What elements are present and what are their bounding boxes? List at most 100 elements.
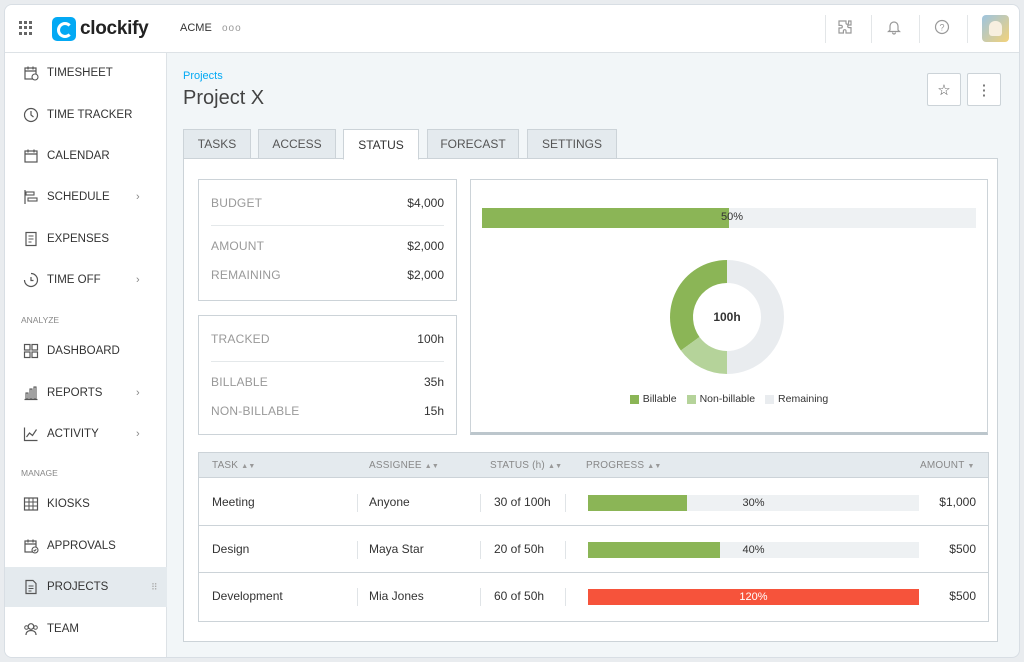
- column-header-progress[interactable]: PROGRESS ▲▼: [586, 460, 662, 471]
- favorite-button[interactable]: ☆: [927, 73, 961, 106]
- tab-forecast[interactable]: FORECAST: [427, 129, 519, 159]
- sort-icon: ▲▼: [241, 463, 256, 470]
- tab-label: ACCESS: [272, 137, 322, 151]
- nonbillable-row: NON-BILLABLE 15h: [211, 404, 444, 418]
- chevron-right-icon: ›: [136, 428, 140, 440]
- divider: [919, 15, 920, 43]
- apps-grid-icon[interactable]: [19, 21, 33, 35]
- task-amount: $500: [949, 589, 976, 603]
- app-window: clockify ACME ooo ? TIMESHEET TIME TRACK…: [4, 4, 1020, 658]
- billable-row: BILLABLE 35h: [211, 375, 444, 389]
- tab-label: STATUS: [358, 137, 404, 152]
- approvals-icon: [22, 537, 40, 555]
- tracked-row: TRACKED 100h: [211, 332, 444, 346]
- clock-icon: [22, 106, 40, 124]
- column-label: AMOUNT: [920, 460, 965, 471]
- star-icon: ☆: [937, 81, 951, 99]
- column-header-task[interactable]: TASK ▲▼: [212, 460, 255, 471]
- tracked-value: 100h: [417, 332, 444, 346]
- task-name: Meeting: [212, 495, 255, 509]
- budget-progress-fill: [482, 208, 729, 228]
- top-bar: clockify ACME ooo ?: [5, 5, 1019, 53]
- donut-segment-remaining: [727, 260, 784, 374]
- divider: [871, 15, 872, 43]
- sidebar-item-projects[interactable]: PROJECTS ⠿: [5, 567, 167, 607]
- breadcrumb[interactable]: Projects: [183, 70, 223, 82]
- divider: [211, 361, 444, 362]
- column-label: ASSIGNEE: [369, 460, 422, 471]
- sort-icon: ▲▼: [547, 463, 563, 470]
- divider: [480, 588, 481, 606]
- divider: [357, 588, 358, 606]
- task-table: TASK ▲▼ ASSIGNEE ▲▼ STATUS (h) ▲▼ PROGRESS ▲…: [198, 452, 989, 622]
- legend-billable: Billable: [629, 393, 677, 405]
- task-amount: $1,000: [939, 495, 976, 509]
- dashboard-icon: [22, 342, 40, 360]
- nonbillable-label: NON-BILLABLE: [211, 404, 300, 418]
- divider: [825, 15, 826, 43]
- more-options-button[interactable]: ⋮: [967, 73, 1001, 106]
- assignee-name: Maya Star: [369, 542, 424, 556]
- task-progress-label: 30%: [742, 497, 765, 509]
- amount-label: AMOUNT: [211, 239, 265, 253]
- tab-access[interactable]: ACCESS: [258, 129, 336, 159]
- table-row[interactable]: Development Mia Jones 60 of 50h 120% $500: [199, 573, 988, 620]
- divider: [967, 15, 968, 43]
- remaining-value: $2,000: [407, 268, 444, 282]
- drag-handle-icon[interactable]: ⠿: [151, 581, 158, 592]
- sidebar-item-timesheet[interactable]: TIMESHEET: [5, 53, 167, 93]
- extension-icon[interactable]: [835, 19, 855, 39]
- workspace-name[interactable]: ACME: [180, 22, 212, 34]
- tab-tasks[interactable]: TASKS: [183, 129, 251, 159]
- budget-label: BUDGET: [211, 196, 263, 210]
- column-label: PROGRESS: [586, 460, 645, 471]
- avatar[interactable]: [982, 15, 1009, 42]
- sidebar-item-expenses[interactable]: EXPENSES: [5, 219, 167, 259]
- nonbillable-value: 15h: [423, 404, 444, 418]
- schedule-icon: [22, 188, 40, 206]
- help-icon[interactable]: ?: [932, 19, 952, 39]
- chevron-right-icon: ›: [136, 274, 140, 286]
- table-row[interactable]: Design Maya Star 20 of 50h 40% $500: [199, 526, 988, 573]
- bell-icon[interactable]: [884, 19, 904, 39]
- sidebar-item-activity[interactable]: ACTIVITY ›: [5, 414, 167, 454]
- table-row[interactable]: Meeting Anyone 30 of 100h 30% $1,000: [199, 479, 988, 526]
- column-header-assignee[interactable]: ASSIGNEE ▲▼: [369, 460, 439, 471]
- sidebar-item-time-tracker[interactable]: TIME TRACKER: [5, 95, 167, 135]
- sidebar-item-dashboard[interactable]: DASHBOARD: [5, 331, 167, 371]
- section-label-manage: MANAGE: [21, 468, 58, 478]
- sidebar-item-label: TIME TRACKER: [47, 109, 133, 121]
- budget-progress-label: 50%: [721, 211, 744, 223]
- tab-settings[interactable]: SETTINGS: [527, 129, 617, 159]
- workspace-more-icon[interactable]: ooo: [222, 23, 242, 34]
- sidebar-item-team[interactable]: TEAM: [5, 609, 167, 649]
- calendar-icon: [22, 147, 40, 165]
- sidebar-item-approvals[interactable]: APPROVALS: [5, 526, 167, 566]
- clockify-logo[interactable]: clockify: [52, 17, 149, 41]
- billable-value: 35h: [423, 375, 444, 389]
- assignee-name: Anyone: [369, 495, 410, 509]
- amount-value: $2,000: [407, 239, 444, 253]
- remaining-row: REMAINING $2,000: [211, 268, 444, 282]
- billable-label: BILLABLE: [211, 375, 268, 389]
- legend-remaining: Remaining: [765, 393, 828, 405]
- time-off-icon: [22, 271, 40, 289]
- sidebar-item-schedule[interactable]: SCHEDULE ›: [5, 177, 167, 217]
- task-name: Development: [212, 589, 283, 603]
- task-name: Design: [212, 542, 250, 556]
- sidebar-item-time-off[interactable]: TIME OFF ›: [5, 260, 167, 300]
- column-header-amount[interactable]: AMOUNT ▼: [920, 460, 975, 471]
- hours-card: TRACKED 100h BILLABLE 35h NON-BILLABLE 1…: [198, 315, 457, 435]
- sidebar-item-calendar[interactable]: CALENDAR: [5, 136, 167, 176]
- sidebar: TIMESHEET TIME TRACKER CALENDAR SCHEDULE…: [5, 53, 167, 657]
- column-header-status[interactable]: STATUS (h) ▲▼: [490, 460, 562, 471]
- sort-icon: ▲▼: [424, 463, 439, 470]
- tab-status[interactable]: STATUS: [343, 129, 419, 160]
- sidebar-item-reports[interactable]: REPORTS ›: [5, 373, 167, 413]
- donut-segment-non-billable: [680, 336, 727, 374]
- tracked-label: TRACKED: [211, 332, 270, 346]
- amount-row: AMOUNT $2,000: [211, 239, 444, 253]
- sidebar-item-label: DASHBOARD: [47, 345, 120, 357]
- sidebar-item-kiosks[interactable]: KIOSKS: [5, 484, 167, 524]
- task-status: 60 of 50h: [494, 589, 545, 603]
